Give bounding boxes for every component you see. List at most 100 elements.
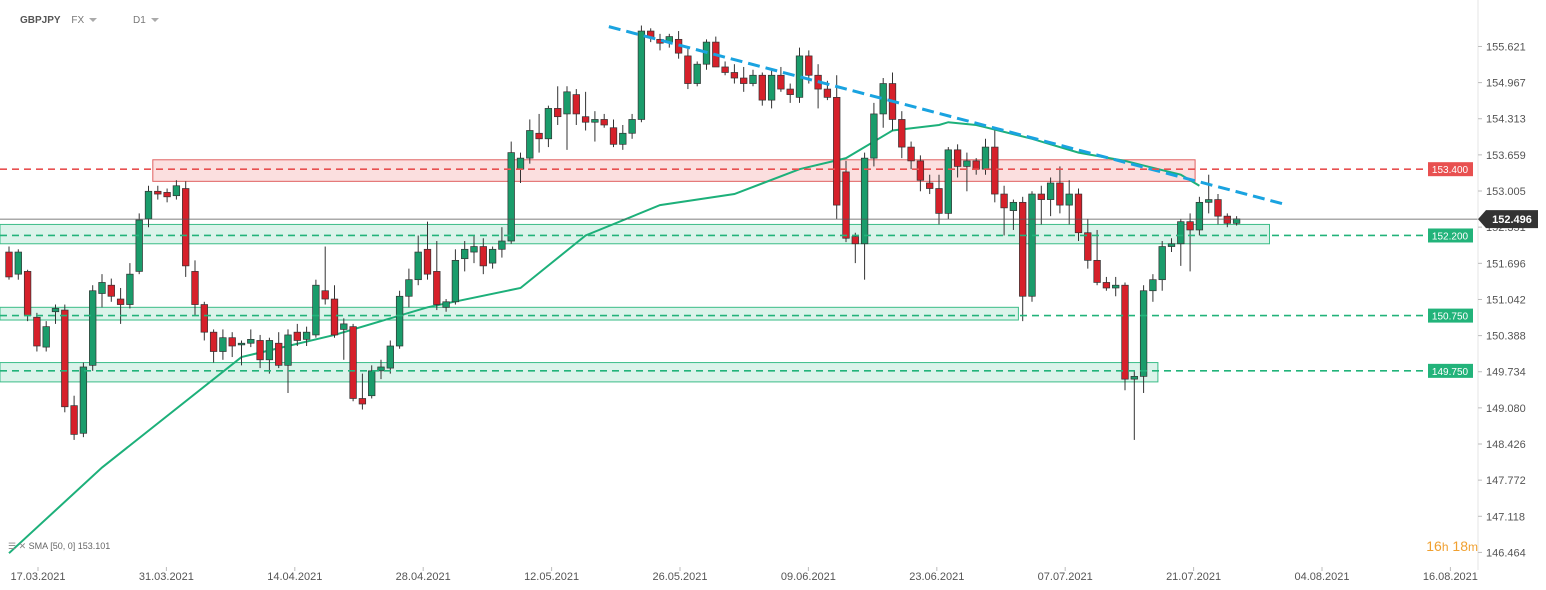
- price-axis[interactable]: 155.621154.967154.313153.659153.005152.3…: [1478, 41, 1526, 559]
- bullish-candle: [1046, 182, 1055, 200]
- bearish-candle: [163, 192, 171, 198]
- bullish-candle: [126, 273, 134, 305]
- bearish-candle: [758, 74, 766, 101]
- bullish-candle: [963, 160, 971, 167]
- bullish-candle: [693, 63, 701, 84]
- bearish-candle: [609, 127, 618, 145]
- candle-timer: 16h 18m: [1426, 538, 1478, 554]
- timer-hours: 16: [1426, 538, 1442, 554]
- timer-minutes: 18: [1452, 538, 1468, 554]
- level-tag: [1428, 363, 1473, 378]
- bearish-candle: [423, 248, 432, 275]
- candles: [5, 25, 1241, 440]
- bearish-candle: [833, 97, 841, 206]
- bearish-candle: [321, 290, 329, 300]
- bearish-candle: [1084, 232, 1092, 261]
- bullish-candle: [619, 132, 627, 145]
- bearish-candle: [182, 188, 190, 267]
- bearish-candle: [953, 149, 962, 167]
- market-label: FX: [71, 15, 85, 26]
- time-tick-label: 04.08.2021: [1294, 571, 1349, 583]
- close-icon[interactable]: ✕: [18, 541, 27, 551]
- bullish-candle: [1158, 246, 1166, 281]
- time-tick-label: 21.07.2021: [1166, 571, 1221, 583]
- current-price-tag: [1478, 210, 1538, 229]
- bearish-candle: [154, 190, 162, 195]
- bearish-candle: [209, 331, 218, 352]
- bullish-candle: [516, 157, 525, 170]
- price-tick-label: 146.464: [1486, 547, 1526, 559]
- level-tag-label: 153.400: [1432, 165, 1469, 176]
- bearish-candle: [228, 337, 236, 347]
- bullish-candle: [442, 301, 450, 308]
- bullish-candle: [860, 157, 869, 245]
- timeframe-label: D1: [133, 15, 146, 26]
- bearish-candle: [275, 342, 283, 366]
- bearish-candle: [200, 304, 208, 333]
- bullish-candle: [42, 326, 50, 348]
- timer-minutes-unit: m: [1468, 540, 1478, 554]
- time-tick-label: 14.04.2021: [267, 571, 322, 583]
- time-tick-label: 12.05.2021: [524, 571, 579, 583]
- bearish-candle: [916, 160, 925, 181]
- bearish-candle: [600, 119, 608, 126]
- level-tag-label: 149.750: [1432, 367, 1469, 378]
- bearish-candle: [1037, 193, 1045, 200]
- bearish-candle: [991, 146, 999, 195]
- bearish-candle: [1000, 193, 1008, 209]
- bearish-candle: [730, 72, 739, 79]
- level-tag-label: 150.750: [1432, 312, 1469, 323]
- settings-icon[interactable]: ☰: [8, 541, 17, 551]
- bearish-candle: [851, 236, 859, 245]
- bearish-candle: [1121, 284, 1129, 380]
- bearish-candle: [116, 298, 125, 305]
- bearish-candle: [786, 88, 794, 95]
- time-tick-label: 07.07.2021: [1038, 571, 1093, 583]
- time-axis[interactable]: 17.03.2021 31.03.2021 14.04.2021 28.04.2021…: [10, 567, 1478, 583]
- bearish-candle: [554, 108, 562, 118]
- bearish-candle: [777, 74, 785, 90]
- time-tick-label: 26.05.2021: [652, 571, 707, 583]
- bearish-candle: [330, 298, 339, 336]
- bullish-candle: [340, 323, 348, 330]
- bearish-candle: [935, 188, 943, 214]
- indicator-legend[interactable]: ☰ ✕ SMA [50, 0] 153.101: [8, 541, 110, 552]
- sma-curve: [8, 121, 1200, 554]
- bearish-candle: [1223, 215, 1231, 224]
- support-zone: [0, 306, 1019, 321]
- bullish-candle: [14, 251, 22, 275]
- bullish-candle: [405, 279, 413, 297]
- bullish-candle: [1009, 201, 1018, 211]
- price-tick-label: 153.005: [1486, 186, 1526, 198]
- bullish-candle: [1065, 193, 1073, 206]
- price-tick-label: 150.388: [1486, 331, 1526, 343]
- bullish-candle: [470, 246, 478, 253]
- bullish-candle: [284, 334, 292, 366]
- bullish-candle: [1130, 376, 1138, 380]
- bearish-candle: [805, 55, 813, 76]
- level-lines: [0, 168, 1478, 372]
- bullish-candle: [144, 190, 153, 220]
- bullish-candle: [767, 74, 776, 101]
- indicator-params: [50, 0]: [50, 541, 76, 551]
- price-tick-label: 153.659: [1486, 150, 1526, 162]
- price-tick-label: 148.426: [1486, 439, 1526, 451]
- time-tick-label: 17.03.2021: [10, 571, 65, 583]
- symbol-selector[interactable]: GBPJPY FX: [20, 15, 98, 26]
- bearish-candle: [581, 116, 590, 123]
- level-tags: 153.400 152.200 150.750 149.750 152.496: [1428, 162, 1538, 378]
- sma-line: [8, 121, 1200, 554]
- level-tag-label: 152.200: [1432, 231, 1469, 242]
- support-zone: [0, 362, 1159, 383]
- indicator-name: SMA: [28, 541, 48, 551]
- bearish-candle: [23, 271, 32, 316]
- bearish-candle: [33, 316, 41, 347]
- bullish-candle: [498, 240, 506, 250]
- bullish-candle: [1167, 243, 1176, 247]
- bullish-candle: [368, 370, 376, 397]
- timeframe-selector[interactable]: D1: [133, 15, 159, 26]
- bearish-candle: [256, 340, 264, 361]
- bullish-candle: [414, 251, 422, 281]
- bullish-candle: [870, 113, 878, 159]
